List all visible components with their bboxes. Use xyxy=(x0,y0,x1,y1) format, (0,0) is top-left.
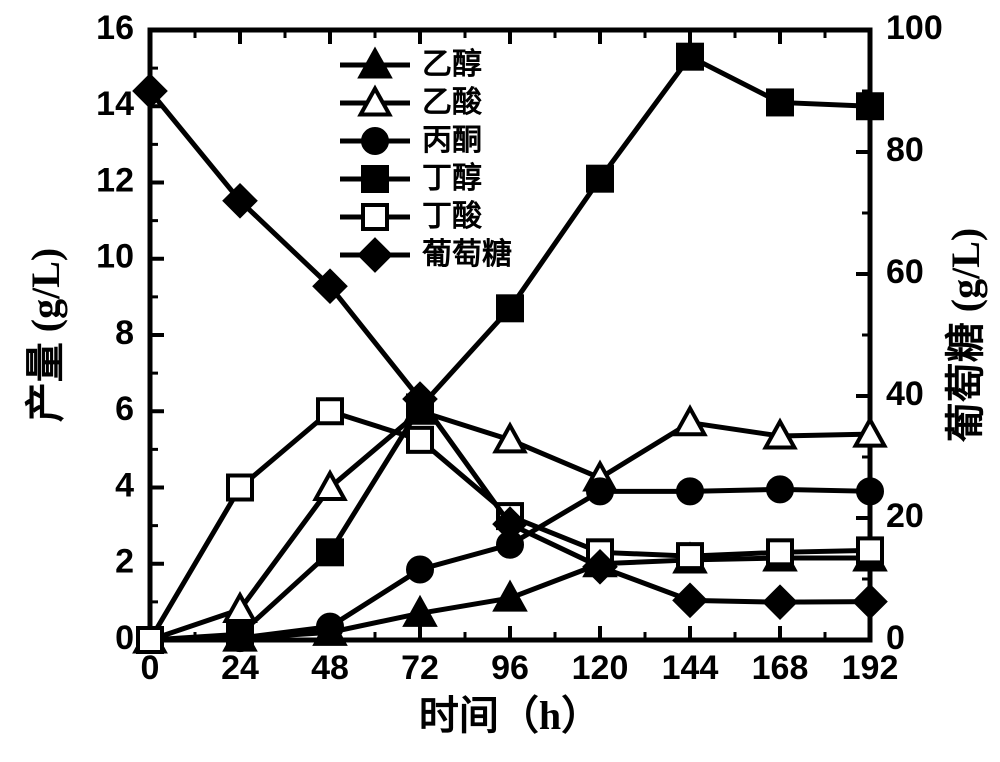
series-glucose xyxy=(135,76,885,617)
svg-text:168: 168 xyxy=(752,649,809,687)
svg-text:60: 60 xyxy=(886,253,924,291)
svg-text:72: 72 xyxy=(401,649,439,687)
svg-text:80: 80 xyxy=(886,131,924,169)
svg-text:40: 40 xyxy=(886,375,924,413)
legend-label-acetic: 乙酸 xyxy=(422,86,483,119)
series-group xyxy=(135,45,885,652)
svg-text:144: 144 xyxy=(662,649,719,687)
svg-text:0: 0 xyxy=(115,619,134,657)
svg-text:12: 12 xyxy=(96,161,134,199)
y-left-axis-label: 产量 (g/L) xyxy=(23,248,68,422)
chart-svg: 024487296120144168192时间（h）0246810121416产… xyxy=(0,0,1000,762)
svg-text:24: 24 xyxy=(221,649,259,687)
chart-container: 024487296120144168192时间（h）0246810121416产… xyxy=(0,0,1000,762)
y-right-axis-label: 葡萄糖 (g/L) xyxy=(943,228,988,442)
svg-text:100: 100 xyxy=(886,9,943,47)
svg-text:4: 4 xyxy=(115,466,134,504)
svg-text:120: 120 xyxy=(572,649,629,687)
svg-text:2: 2 xyxy=(115,543,134,581)
svg-text:8: 8 xyxy=(115,314,134,352)
svg-text:16: 16 xyxy=(96,9,134,47)
svg-text:10: 10 xyxy=(96,238,134,276)
x-axis-label: 时间（h） xyxy=(419,693,601,738)
svg-text:0: 0 xyxy=(141,649,160,687)
legend: 乙醇乙酸丙酮丁醇丁酸葡萄糖 xyxy=(340,48,512,271)
svg-text:0: 0 xyxy=(886,619,905,657)
svg-text:48: 48 xyxy=(311,649,349,687)
svg-text:14: 14 xyxy=(96,85,134,123)
legend-label-butanol: 丁醇 xyxy=(422,162,482,195)
legend-label-acetone: 丙酮 xyxy=(422,124,482,157)
svg-text:6: 6 xyxy=(115,390,134,428)
svg-text:20: 20 xyxy=(886,497,924,535)
svg-text:96: 96 xyxy=(491,649,529,687)
legend-label-ethanol: 乙醇 xyxy=(422,48,482,81)
legend-label-glucose: 葡萄糖 xyxy=(422,238,512,271)
legend-label-butyric: 丁酸 xyxy=(422,200,483,233)
